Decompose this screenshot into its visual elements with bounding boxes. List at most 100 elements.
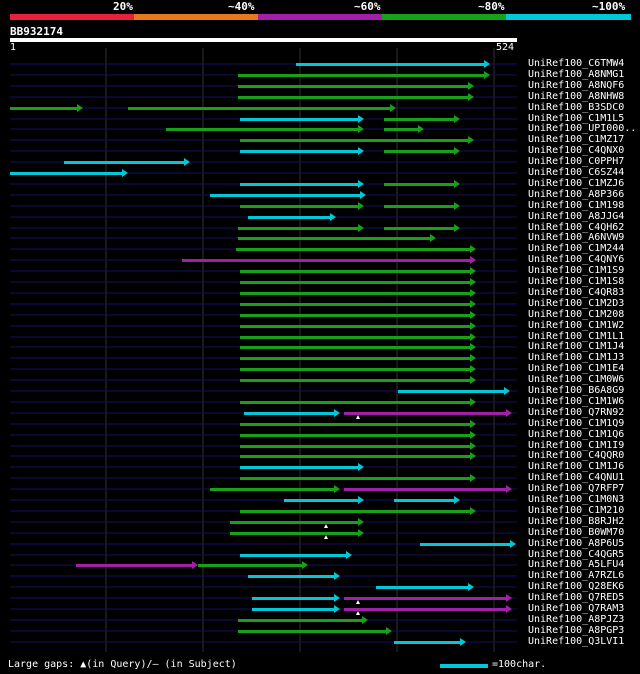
hit-label-link[interactable]: UniRef100_B3SDC0 bbox=[528, 102, 625, 113]
hit-label-link[interactable]: UniRef100_A8NMG1 bbox=[528, 69, 625, 80]
hit-label-link[interactable]: UniRef100_A8P366 bbox=[528, 189, 625, 200]
hit-label-link[interactable]: UniRef100_C1M0N3 bbox=[528, 494, 625, 505]
hit-arrowhead bbox=[454, 202, 460, 210]
hit-label-link[interactable]: UniRef100_C4QQR0 bbox=[528, 450, 625, 461]
hit-label-link[interactable]: UniRef100_A7RZL6 bbox=[528, 570, 625, 581]
hit-label-link[interactable]: UniRef100_A8PGP3 bbox=[528, 625, 625, 636]
hit-arrowhead bbox=[358, 115, 364, 123]
hit-arrowhead bbox=[468, 82, 474, 90]
hit-label-link[interactable]: UniRef100_A6NVW9 bbox=[528, 232, 625, 243]
hit-arrowhead bbox=[346, 551, 352, 559]
hit-label-link[interactable]: UniRef100_B6A8G9 bbox=[528, 385, 625, 396]
hit-segment bbox=[240, 466, 359, 469]
hit-label-link[interactable]: UniRef100_Q7RED5 bbox=[528, 592, 625, 603]
hit-arrowhead bbox=[470, 311, 476, 319]
hit-label-link[interactable]: UniRef100_A8PJZ3 bbox=[528, 614, 625, 625]
hit-label-link[interactable]: UniRef100_C4QH62 bbox=[528, 222, 625, 233]
hit-segment bbox=[240, 270, 471, 273]
hit-label-link[interactable]: UniRef100_C1M2D3 bbox=[528, 298, 625, 309]
hit-arrowhead bbox=[362, 616, 368, 624]
query-gap-marker bbox=[356, 600, 360, 604]
hit-segment bbox=[238, 630, 387, 633]
hit-label-link[interactable]: UniRef100_C4QNY6 bbox=[528, 254, 625, 265]
hit-label-link[interactable]: UniRef100_C1M1W2 bbox=[528, 320, 625, 331]
hit-arrowhead bbox=[358, 518, 364, 526]
hit-segment bbox=[240, 379, 471, 382]
hit-arrowhead bbox=[468, 136, 474, 144]
hit-label-link[interactable]: UniRef100_C6TMW4 bbox=[528, 58, 625, 69]
hit-label-link[interactable]: UniRef100_C1M1J4 bbox=[528, 341, 625, 352]
hit-label-link[interactable]: UniRef100_A5LFU4 bbox=[528, 559, 625, 570]
hit-label-link[interactable]: UniRef100_C4QGR5 bbox=[528, 549, 625, 560]
hit-label-link[interactable]: UniRef100_C1M1L5 bbox=[528, 113, 625, 124]
hit-arrowhead bbox=[510, 540, 516, 548]
hit-arrowhead bbox=[184, 158, 190, 166]
hit-segment bbox=[394, 641, 461, 644]
hit-label-link[interactable]: UniRef100_C1M1L1 bbox=[528, 331, 625, 342]
hit-label-link[interactable]: UniRef100_Q7RN92 bbox=[528, 407, 625, 418]
hit-label-link[interactable]: UniRef100_A8NHW8 bbox=[528, 91, 625, 102]
hit-segment bbox=[238, 619, 363, 622]
hit-label-link[interactable]: UniRef100_Q28EK6 bbox=[528, 581, 625, 592]
hit-label-link[interactable]: UniRef100_A8P6U5 bbox=[528, 538, 625, 549]
hit-label-link[interactable]: UniRef100_C1M1S8 bbox=[528, 276, 625, 287]
hit-arrowhead bbox=[470, 256, 476, 264]
hit-label-link[interactable]: UniRef100_C4QR83 bbox=[528, 287, 625, 298]
scale-label-20: 20% bbox=[113, 0, 133, 13]
hit-label-link[interactable]: UniRef100_C1M0W6 bbox=[528, 374, 625, 385]
hit-label-link[interactable]: UniRef100_C0PPH7 bbox=[528, 156, 625, 167]
hit-arrowhead bbox=[470, 300, 476, 308]
hit-label-link[interactable]: UniRef100_UPI000.. bbox=[528, 123, 637, 134]
hit-label-link[interactable]: UniRef100_Q3LVI1 bbox=[528, 636, 625, 647]
hit-label-link[interactable]: UniRef100_A8JJG4 bbox=[528, 211, 625, 222]
hit-segment bbox=[252, 608, 335, 611]
hit-segment bbox=[240, 314, 471, 317]
hit-arrowhead bbox=[390, 104, 396, 112]
hit-arrowhead bbox=[468, 583, 474, 591]
hit-label-link[interactable]: UniRef100_C1M244 bbox=[528, 243, 625, 254]
hit-label-link[interactable]: UniRef100_B8RJH2 bbox=[528, 516, 625, 527]
hit-arrowhead bbox=[470, 376, 476, 384]
hit-label-link[interactable]: UniRef100_C1MZ17 bbox=[528, 134, 625, 145]
hit-label-link[interactable]: UniRef100_C1M1W6 bbox=[528, 396, 625, 407]
hit-label-link[interactable]: UniRef100_C1M1S9 bbox=[528, 265, 625, 276]
hit-arrowhead bbox=[358, 202, 364, 210]
hit-label-link[interactable]: UniRef100_C1M208 bbox=[528, 309, 625, 320]
hit-arrowhead bbox=[77, 104, 83, 112]
hit-arrowhead bbox=[358, 224, 364, 232]
hit-arrowhead bbox=[470, 452, 476, 460]
hit-segment bbox=[240, 325, 471, 328]
hit-label-link[interactable]: UniRef100_Q7RFP7 bbox=[528, 483, 625, 494]
hit-label-link[interactable]: UniRef100_Q7RAM3 bbox=[528, 603, 625, 614]
hit-segment bbox=[240, 554, 347, 557]
hit-label-link[interactable]: UniRef100_C1M210 bbox=[528, 505, 625, 516]
hit-arrowhead bbox=[192, 561, 198, 569]
hit-label-link[interactable]: UniRef100_C4QNX0 bbox=[528, 145, 625, 156]
hit-segment bbox=[128, 107, 391, 110]
scale-label-40: ~40% bbox=[228, 0, 255, 13]
hit-label-link[interactable]: UniRef100_C1M198 bbox=[528, 200, 625, 211]
hit-segment bbox=[248, 216, 331, 219]
hit-label-link[interactable]: UniRef100_C1M1I9 bbox=[528, 440, 625, 451]
hit-label-link[interactable]: UniRef100_B0WM70 bbox=[528, 527, 625, 538]
hit-segment bbox=[384, 183, 455, 186]
hit-label-link[interactable]: UniRef100_C1M1Q6 bbox=[528, 429, 625, 440]
hit-label-link[interactable]: UniRef100_C1M1J3 bbox=[528, 352, 625, 363]
hit-segment bbox=[238, 74, 485, 77]
hit-segment bbox=[240, 118, 359, 121]
hit-arrowhead bbox=[484, 71, 490, 79]
hit-arrowhead bbox=[122, 169, 128, 177]
hit-label-link[interactable]: UniRef100_C4QNU1 bbox=[528, 472, 625, 483]
hit-segment bbox=[394, 499, 455, 502]
hit-label-link[interactable]: UniRef100_C1M1J6 bbox=[528, 461, 625, 472]
hit-label-link[interactable]: UniRef100_C1M1E4 bbox=[528, 363, 625, 374]
query-id: BB932174 bbox=[10, 25, 63, 38]
hit-label-link[interactable]: UniRef100_A8NQF6 bbox=[528, 80, 625, 91]
hit-segment bbox=[10, 107, 78, 110]
hit-arrowhead bbox=[470, 322, 476, 330]
hit-label-link[interactable]: UniRef100_C6SZ44 bbox=[528, 167, 625, 178]
hit-label-link[interactable]: UniRef100_C1MZJ6 bbox=[528, 178, 625, 189]
hit-arrowhead bbox=[470, 431, 476, 439]
hit-label-link[interactable]: UniRef100_C1M1Q9 bbox=[528, 418, 625, 429]
